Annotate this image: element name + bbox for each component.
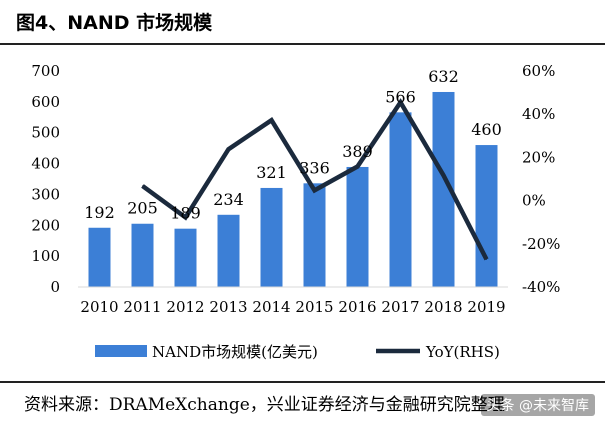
- bar: [174, 228, 197, 287]
- y-right-tick-label: -20%: [522, 235, 560, 253]
- yoy-point: [271, 119, 272, 121]
- bar-data-label: 205: [127, 199, 158, 218]
- y-left-tick-label: 500: [31, 124, 60, 142]
- bar-data-label: 234: [213, 190, 244, 209]
- y-left-tick-label: 300: [31, 185, 60, 203]
- title-divider: [0, 43, 605, 45]
- bar-data-label: 566: [385, 87, 416, 106]
- bar: [475, 145, 498, 287]
- bar: [303, 183, 326, 287]
- x-tick-label: 2013: [209, 298, 247, 316]
- x-tick-label: 2014: [252, 298, 290, 316]
- yoy-point: [357, 165, 358, 167]
- legend-swatch-bar: [95, 345, 147, 357]
- bar-data-label: 389: [342, 142, 373, 161]
- yoy-point: [443, 174, 444, 176]
- y-left-tick-label: 0: [50, 278, 60, 296]
- x-tick-label: 2015: [295, 298, 333, 316]
- bar-data-label: 189: [170, 204, 201, 223]
- chart: 0 100 200 300 400 500 600 700 -40% -20% 0% 20% 40% 6…: [31, 62, 560, 361]
- y-left-tick-label: 400: [31, 155, 60, 173]
- yoy-point: [185, 216, 186, 218]
- yoy-point: [142, 185, 143, 187]
- yoy-point: [400, 101, 401, 103]
- chart-title: 图4、NAND 市场规模: [16, 12, 213, 34]
- x-tick-label: 2018: [424, 298, 462, 316]
- y-left-tick-label: 100: [31, 247, 60, 265]
- yoy-point: [228, 148, 229, 150]
- y-left-tick-label: 200: [31, 216, 60, 234]
- y-right-tick-label: 40%: [522, 105, 555, 123]
- bar: [131, 223, 154, 287]
- bar: [88, 227, 111, 287]
- y-left-tick-label: 700: [31, 62, 60, 80]
- y-right-tick-label: 20%: [522, 148, 555, 166]
- bar-data-label: 336: [299, 158, 330, 177]
- yoy-point: [314, 189, 315, 191]
- legend-label-line: YoY(RHS): [425, 343, 500, 361]
- bar: [217, 214, 240, 287]
- legend-label-bar: NAND市场规模(亿美元): [152, 343, 318, 361]
- footer-divider: [0, 381, 605, 383]
- y-right-tick-label: 0%: [522, 192, 546, 210]
- x-tick-label: 2016: [338, 298, 376, 316]
- bar-data-label: 460: [471, 120, 502, 139]
- y-right-tick-label: 60%: [522, 62, 555, 80]
- x-tick-label: 2019: [467, 298, 505, 316]
- y-left-tick-label: 600: [31, 93, 60, 111]
- x-tick-label: 2011: [123, 298, 161, 316]
- bar: [389, 112, 412, 287]
- source-note: 资料来源：DRAMeXchange，兴业证券经济与金融研究院整理: [24, 395, 505, 415]
- x-tick-label: 2010: [80, 298, 118, 316]
- watermark: 头条 @未来智库: [480, 394, 595, 416]
- bar-data-label: 192: [84, 203, 115, 222]
- yoy-point: [486, 258, 487, 260]
- y-right-tick-label: -40%: [522, 278, 560, 296]
- bar: [432, 91, 455, 288]
- x-tick-label: 2012: [166, 298, 204, 316]
- bar-data-label: 321: [256, 163, 287, 182]
- x-tick-label: 2017: [381, 298, 419, 316]
- bar: [260, 187, 283, 287]
- bar: [346, 166, 369, 287]
- bar-data-label: 632: [428, 67, 459, 86]
